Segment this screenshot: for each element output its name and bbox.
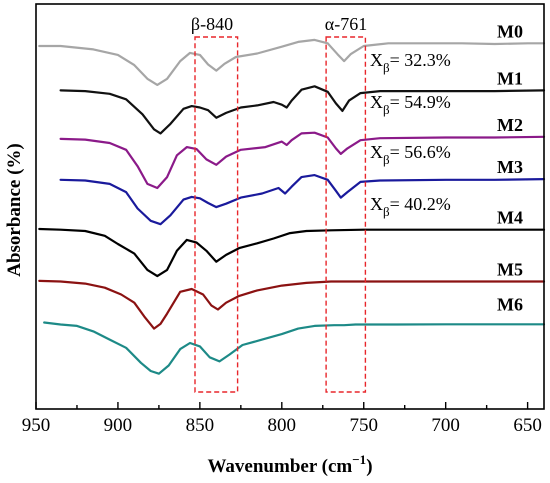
series-line-m1 [59, 85, 546, 135]
plot-frame [35, 3, 545, 410]
series-label-m6: M6 [497, 294, 523, 314]
alpha-box-label: α-761 [325, 14, 367, 34]
spectra-curves [38, 38, 546, 375]
series-labels: M0 M1 M2 M3 M4 M5 M6 [497, 21, 523, 314]
series-label-m1: M1 [497, 68, 523, 88]
alpha-761-box [325, 36, 367, 393]
x-tick-label: 850 [186, 415, 215, 436]
crystallinity-annotations: Xβ= 32.3% Xβ= 54.9% Xβ= 56.6% Xβ= 40.2% [370, 50, 451, 219]
beta-box-label: β-840 [191, 14, 233, 34]
series-line-m4 [38, 227, 546, 278]
series-line-m2 [59, 131, 546, 190]
x-tick-label: 750 [349, 415, 378, 436]
x-axis-tick-labels: 950 900 850 800 750 700 650 [22, 415, 542, 436]
x-tick-label: 950 [22, 415, 51, 436]
series-line-m0 [38, 38, 546, 86]
band-boxes [194, 36, 367, 393]
x-tick-label: 700 [431, 415, 460, 436]
x-axis-title: Wavenumber (cm−1) [207, 452, 372, 477]
series-label-m5: M5 [497, 260, 523, 280]
y-axis-title: Absorbance (%) [4, 143, 25, 277]
x-tick-label: 800 [268, 415, 297, 436]
series-label-m2: M2 [497, 115, 523, 135]
series-line-m5 [38, 279, 546, 330]
x-beta-m1: Xβ= 54.9% [370, 92, 451, 117]
series-label-m3: M3 [497, 157, 523, 177]
x-tick-label: 900 [104, 415, 133, 436]
beta-840-box [194, 36, 239, 393]
x-tick-label: 650 [513, 415, 542, 436]
series-line-m6 [43, 321, 546, 375]
series-line-m3 [59, 174, 546, 226]
x-axis-ticks [35, 402, 529, 409]
x-beta-m2: Xβ= 56.6% [370, 142, 451, 167]
series-label-m4: M4 [497, 208, 523, 228]
series-label-m0: M0 [497, 21, 523, 41]
x-beta-m0: Xβ= 32.3% [370, 50, 451, 75]
x-beta-m3: Xβ= 40.2% [370, 194, 451, 219]
